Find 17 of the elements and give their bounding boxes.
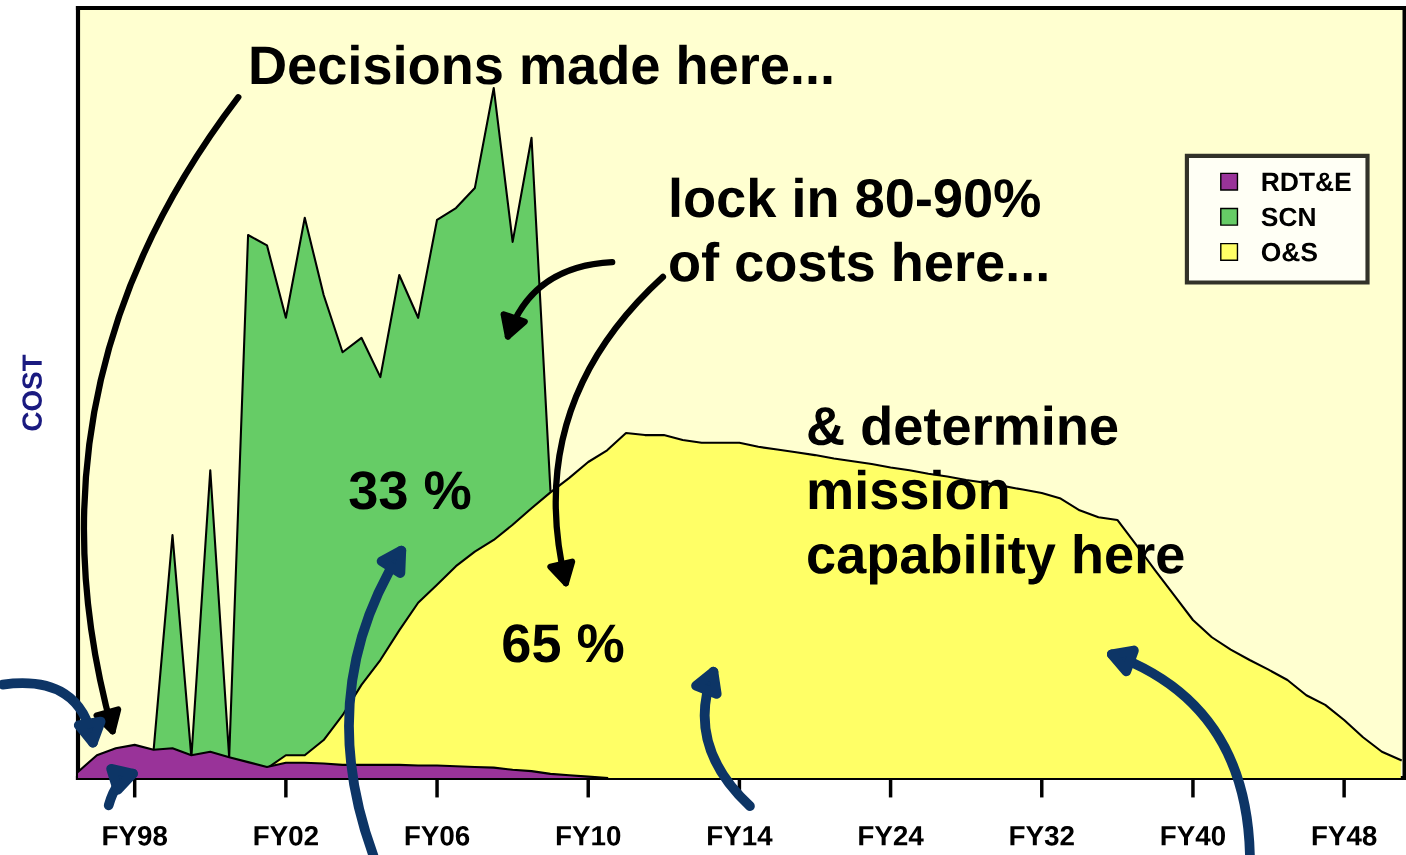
x-tick-label: FY40 (1161, 825, 1225, 846)
text: Decisions made here... (251, 44, 832, 85)
x-tick-label: FY02 (254, 825, 318, 846)
x-tick-label: FY24 (859, 825, 924, 846)
annotation: lock in 80-90% of costs here... (670, 177, 1047, 282)
x-tick-label: FY14 (708, 826, 773, 846)
x-tick-label: FY32 (1010, 825, 1074, 846)
x-tick-label: FY10 (556, 825, 621, 846)
x-tick-label: FY98 (103, 825, 168, 846)
x-tick-label: FY48 (1312, 825, 1377, 846)
annotation: 33 % (349, 471, 471, 510)
annotation: 65 % (503, 624, 624, 663)
legend-label: SCN (1261, 207, 1315, 227)
legend-label: O&S (1261, 242, 1317, 262)
y-axis-title: COST (22, 354, 42, 431)
legend-label: RDT&E (1262, 172, 1351, 192)
x-tick-label: FY06 (405, 825, 470, 846)
